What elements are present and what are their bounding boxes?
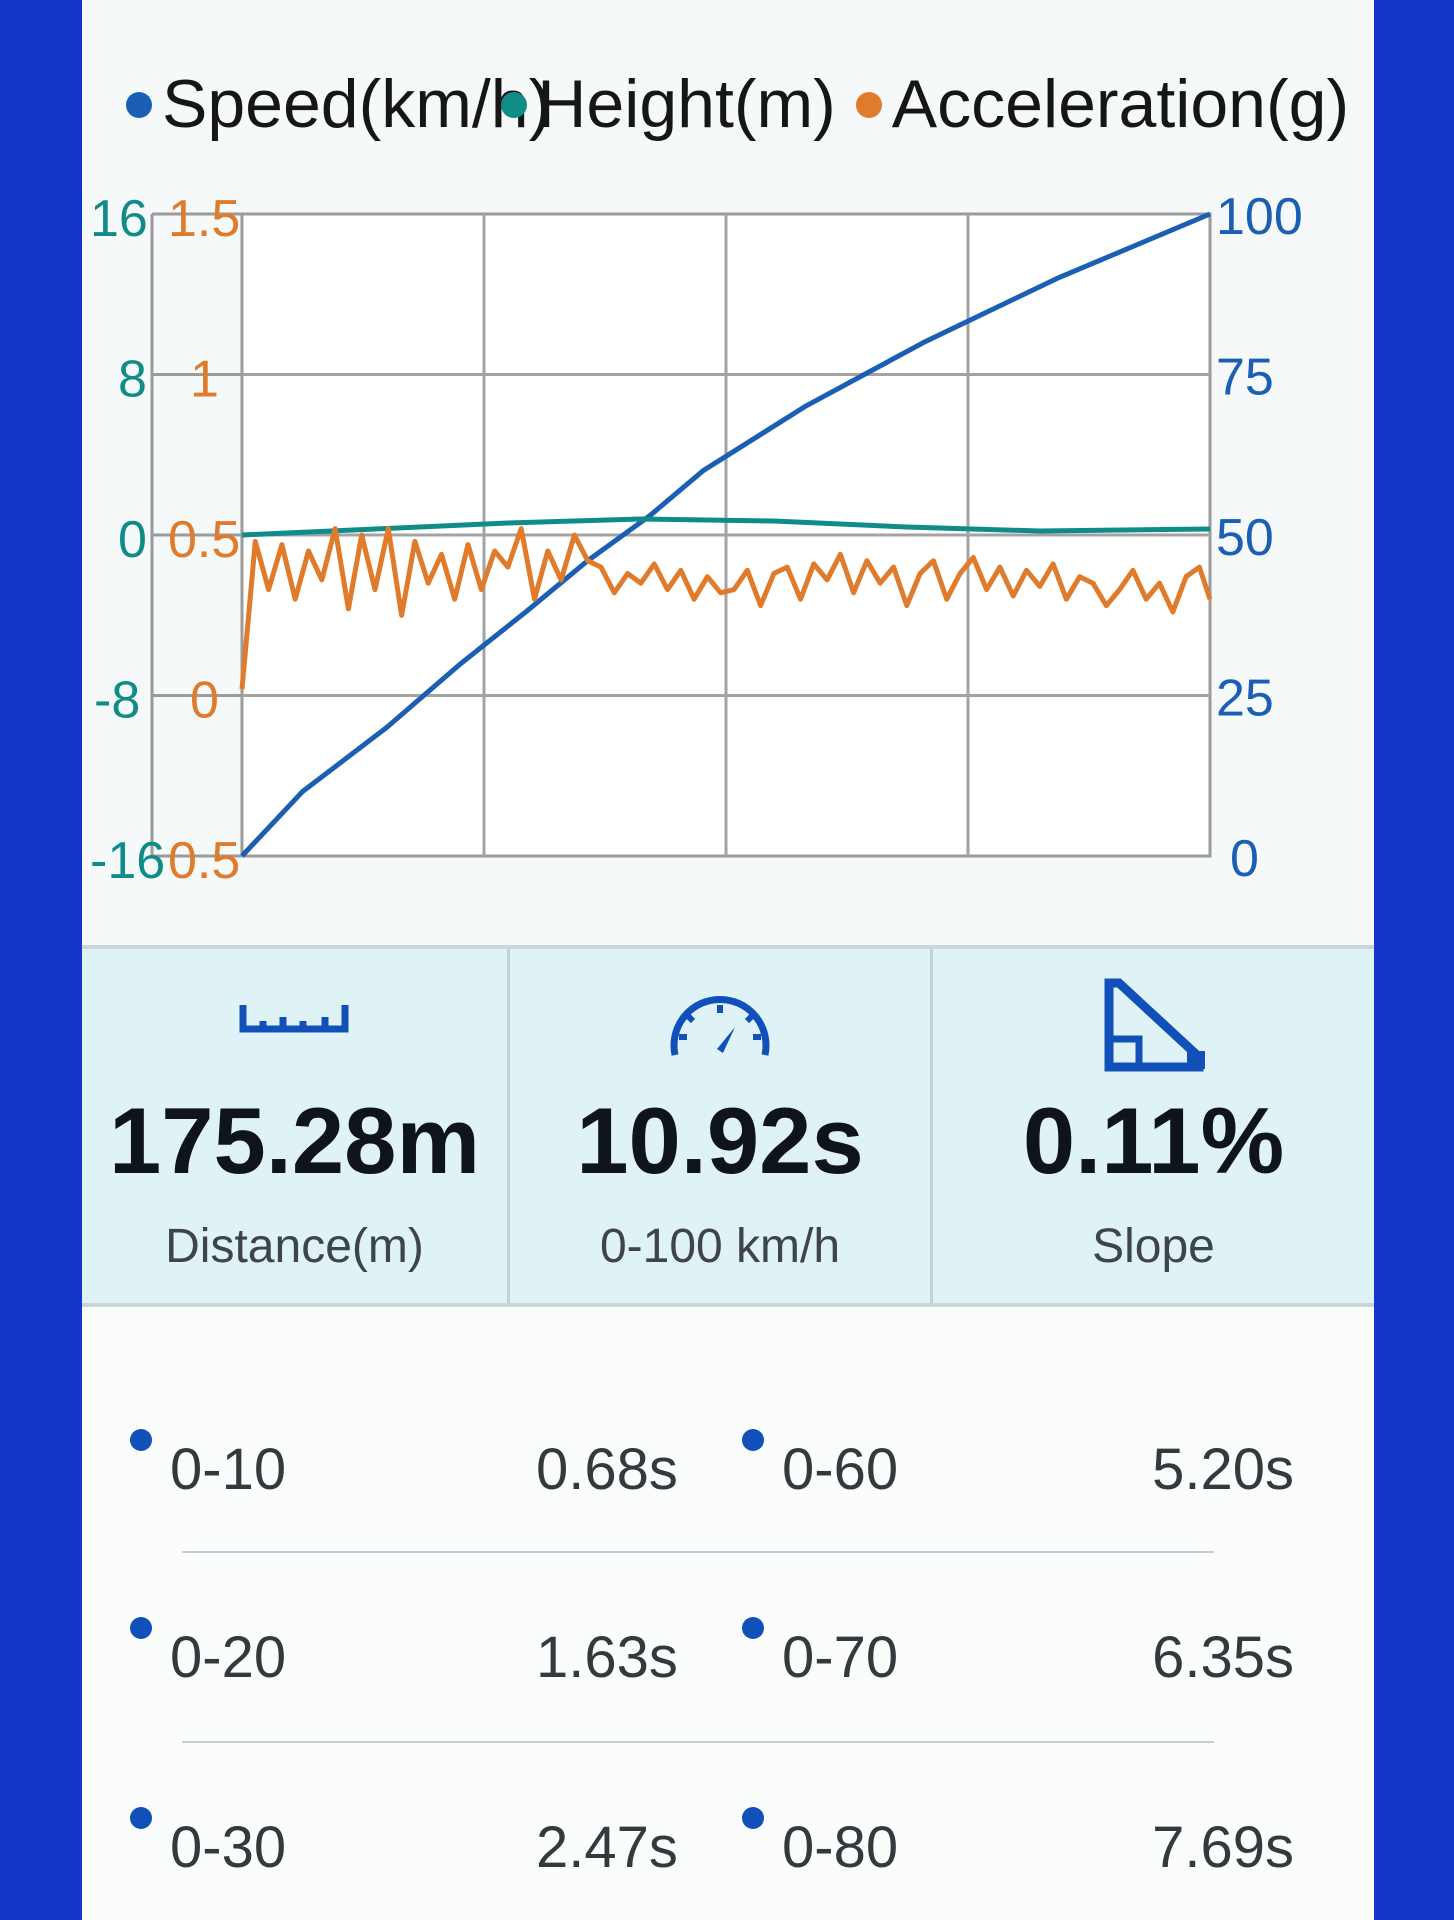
ruler-icon [239,1005,348,1033]
slope-icon [1104,978,1205,1072]
split-left-label: 0-30 [170,1815,287,1880]
height-tick-label: 0 [118,511,147,569]
split-times-list: 0-10 0.68s 0-60 5.20s 0-20 1.63s 0-70 6.… [82,1307,1374,1920]
split-row: 0-30 2.47s 0-80 7.69s [82,1795,1374,1905]
speedometer-icon [670,996,770,1056]
bullet-dot-icon [742,1617,764,1639]
acceleration-tick-label: 0.5 [168,832,240,890]
split-right-label: 0-70 [782,1625,899,1690]
legend-acceleration[interactable]: Acceleration(g) [855,62,1350,146]
speed-tick-label: 0 [1230,830,1259,888]
height-tick-label: 16 [90,190,148,248]
split-right-value: 7.69s [1152,1815,1294,1880]
split-separator [182,1551,1214,1553]
chart-legend: Speed(km/h) Height(m) Acceleration(g) [126,62,1366,146]
speed-series-line [240,211,1211,858]
speed-tick-label: 25 [1216,670,1274,728]
legend-height-label: Height(m) [537,66,836,142]
zero-to-hundred-value: 10.92s [576,1088,864,1193]
legend-acceleration-label: Acceleration(g) [891,66,1350,142]
split-left-value: 0.68s [536,1437,678,1502]
height-series-line [241,516,1211,538]
legend-speed[interactable]: Speed(km/h) [126,62,551,146]
split-left-label: 0-20 [170,1625,287,1690]
slope-value: 0.11% [1022,1088,1285,1193]
bullet-dot-icon [130,1429,152,1451]
performance-chart: 16 8 0 -8 -16 1.5 1 0.5 0 0.5 100 75 50 25 0 [90,188,1303,890]
speed-tick-label: 50 [1216,509,1274,567]
acceleration-tick-label: 0.5 [168,511,240,569]
bullet-dot-icon [742,1429,764,1451]
speed-legend-dot [126,92,152,119]
stats-panel: 175.28m Distance(m) 10.92s 0-100 km/h 0.… [82,945,1374,1307]
height-legend-dot [501,92,528,119]
acceleration-tick-label: 0 [190,672,219,730]
height-tick-label: -8 [94,672,140,730]
stat-divider [507,949,510,1303]
bullet-dot-icon [742,1807,764,1829]
distance-value: 175.28m [108,1088,481,1193]
stat-divider [930,949,933,1303]
legend-height[interactable]: Height(m) [501,62,836,146]
acceleration-series-line [239,526,1213,690]
speed-tick-label: 75 [1216,349,1274,407]
bullet-dot-icon [130,1807,152,1829]
split-left-value: 1.63s [536,1625,678,1690]
split-row: 0-20 1.63s 0-70 6.35s [82,1605,1374,1715]
split-right-label: 0-80 [782,1815,899,1880]
slope-label: Slope [1092,1220,1215,1273]
acceleration-legend-dot [855,92,882,119]
stat-distance: 175.28m Distance(m) [82,949,507,1303]
split-right-value: 5.20s [1152,1437,1294,1502]
distance-label: Distance(m) [165,1220,424,1273]
height-tick-label: 8 [118,351,147,409]
app-screen: Speed(km/h) Height(m) Acceleration(g) 16… [82,0,1374,1920]
height-tick-label: -16 [90,832,165,890]
acceleration-tick-label: 1.5 [168,190,240,248]
split-right-value: 6.35s [1152,1625,1294,1690]
legend-speed-label: Speed(km/h) [162,66,552,142]
stat-slope: 0.11% Slope [933,949,1374,1303]
split-left-value: 2.47s [536,1815,678,1880]
speed-tick-label: 100 [1216,188,1303,246]
split-left-label: 0-10 [170,1437,287,1502]
acceleration-tick-label: 1 [190,351,219,409]
split-separator [182,1741,1214,1743]
zero-to-hundred-label: 0-100 km/h [599,1220,841,1273]
bullet-dot-icon [130,1617,152,1639]
split-right-label: 0-60 [782,1437,899,1502]
split-row: 0-10 0.68s 0-60 5.20s [82,1417,1374,1527]
stat-zero-to-hundred: 10.92s 0-100 km/h [510,949,930,1303]
